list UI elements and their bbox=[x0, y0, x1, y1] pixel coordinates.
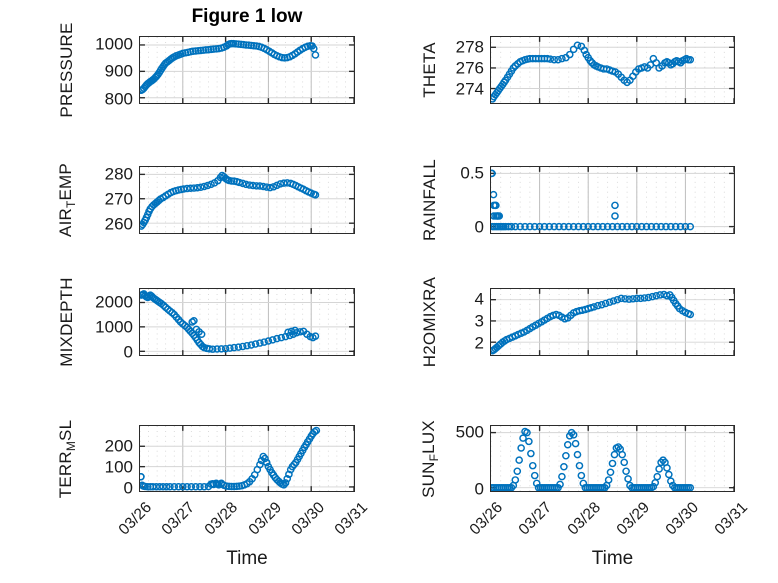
axes-h2omixra bbox=[490, 288, 735, 356]
figure-title: Figure 1 low bbox=[191, 6, 303, 27]
ytick-label: 3 bbox=[474, 311, 484, 331]
ytick-label: 2 bbox=[474, 333, 484, 353]
axes-air_temp bbox=[139, 166, 355, 234]
ytick-label: 100 bbox=[104, 457, 133, 477]
panel-terr_msl: 0 100 200 TERRMSL 03/26 03/27 03/28 03/29 03/30 0… bbox=[56, 419, 371, 569]
axes-mixdepth bbox=[139, 288, 355, 356]
ytick-label: 270 bbox=[104, 189, 133, 209]
ytick-label: 200 bbox=[104, 436, 133, 456]
ytick-labels-theta: 274 276 278 bbox=[410, 36, 490, 104]
ylabel-pressure: PRESSURE bbox=[57, 22, 76, 118]
ytick-labels-mixdepth: 0 1000 2000 bbox=[59, 288, 139, 360]
ylabel-rainfall: RAINFALL bbox=[420, 159, 439, 241]
ylabel-sun_flux: SUNFLUX bbox=[418, 419, 442, 498]
ytick-label: 260 bbox=[104, 214, 133, 234]
xtick-label: 03/27 bbox=[515, 499, 556, 539]
ytick-label: 0 bbox=[474, 479, 484, 499]
ytick-label: 500 bbox=[455, 422, 484, 442]
ylabel-theta: THETA bbox=[420, 42, 439, 98]
xtick-label: 03/29 bbox=[245, 499, 285, 539]
ytick-labels-terr_msl: 0 100 200 bbox=[59, 425, 139, 496]
xtick-label: 03/26 bbox=[466, 499, 507, 539]
axes-pressure bbox=[139, 36, 355, 104]
plot-canvas-theta bbox=[491, 37, 734, 103]
plot-canvas-terr_msl bbox=[140, 426, 354, 491]
panel-h2omixra: 2 3 4 H2OMIXRA bbox=[420, 277, 735, 367]
panel-pressure: 800 900 1000 PRESSURE bbox=[57, 22, 355, 118]
xtick-label: 03/28 bbox=[564, 499, 605, 539]
ytick-label: 2000 bbox=[95, 292, 133, 312]
ytick-label: 1000 bbox=[95, 317, 133, 337]
ytick-labels-pressure: 800 900 1000 bbox=[59, 34, 139, 109]
plot-canvas-sun_flux bbox=[491, 426, 734, 491]
plot-canvas-pressure bbox=[140, 37, 354, 103]
ytick-label: 276 bbox=[455, 58, 484, 78]
panel-air_temp: 260 270 280 AIRTEMP bbox=[56, 163, 355, 237]
ytick-labels-sun_flux: 0 500 bbox=[410, 422, 490, 497]
xlabel-terr_msl: Time bbox=[226, 548, 268, 569]
plot-canvas-h2omixra bbox=[491, 289, 734, 355]
ytick-label: 800 bbox=[104, 89, 133, 109]
ytick-label: 280 bbox=[104, 164, 133, 184]
ytick-label: 0.5 bbox=[460, 163, 484, 183]
ytick-label: 900 bbox=[104, 61, 133, 81]
axes-rainfall bbox=[490, 166, 735, 234]
ytick-label: 1000 bbox=[95, 34, 133, 54]
plot-canvas-air_temp bbox=[140, 167, 354, 233]
xlabel-sun_flux: Time bbox=[591, 548, 634, 569]
ytick-label: 274 bbox=[455, 79, 484, 99]
ytick-labels-rainfall: 0 0.5 bbox=[410, 163, 490, 237]
axes-terr_msl bbox=[139, 425, 355, 492]
ylabel-mixdepth: MIXDEPTH bbox=[57, 277, 76, 367]
xtick-label: 03/31 bbox=[331, 499, 372, 539]
ytick-labels-air_temp: 260 270 280 bbox=[59, 164, 139, 234]
axes-sun_flux bbox=[490, 425, 735, 492]
xtick-label: 03/31 bbox=[711, 499, 752, 539]
panel-mixdepth: 0 1000 2000 MIXDEPTH bbox=[57, 277, 355, 367]
ylabel-h2omixra: H2OMIXRA bbox=[420, 276, 439, 368]
ytick-label: 278 bbox=[455, 37, 484, 57]
xtick-label: 03/30 bbox=[662, 499, 703, 539]
plot-canvas-rainfall bbox=[491, 167, 734, 233]
ylabel-terr_msl: TERRMSL bbox=[55, 419, 79, 498]
ytick-label: 0 bbox=[474, 217, 484, 237]
plot-canvas-mixdepth bbox=[140, 289, 354, 355]
ytick-label: 0 bbox=[123, 342, 133, 362]
panel-theta: 274 276 278 THETA bbox=[420, 36, 735, 104]
ytick-label: 4 bbox=[474, 289, 484, 309]
axes-theta bbox=[490, 36, 735, 104]
xtick-label: 03/28 bbox=[201, 499, 242, 539]
xtick-label: 03/26 bbox=[115, 499, 156, 539]
xtick-label: 03/29 bbox=[613, 499, 654, 539]
xtick-label: 03/27 bbox=[158, 499, 199, 539]
panel-sun_flux: 0 500 SUNFLUX 03/26 03/27 03/28 03/29 03/30 03/3… bbox=[419, 420, 751, 569]
ytick-label: 0 bbox=[123, 478, 133, 498]
panel-rainfall: 0 0.5 RAINFALL bbox=[420, 159, 735, 241]
xtick-label: 03/30 bbox=[288, 499, 328, 539]
ylabel-air_temp: AIRTEMP bbox=[55, 163, 79, 237]
